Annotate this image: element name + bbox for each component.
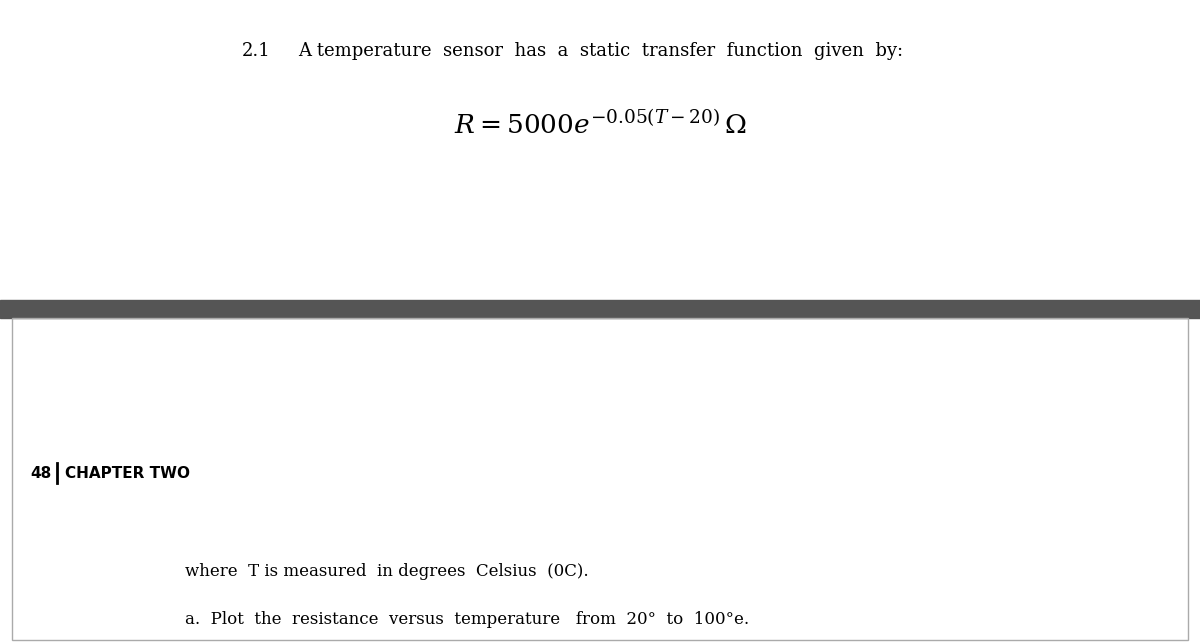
Text: CHAPTER TWO: CHAPTER TWO <box>65 466 190 480</box>
Text: 48: 48 <box>30 466 52 480</box>
Text: where  T is measured  in degrees  Celsius  (0C).: where T is measured in degrees Celsius (… <box>185 563 589 580</box>
Bar <box>12 318 1188 640</box>
Text: 2.1: 2.1 <box>242 42 271 60</box>
Bar <box>0 300 1200 318</box>
Text: a.  Plot  the  resistance  versus  temperature   from  20°  to  100°e.: a. Plot the resistance versus temperatur… <box>185 611 749 628</box>
Bar <box>0 318 1200 644</box>
Text: A temperature  sensor  has  a  static  transfer  function  given  by:: A temperature sensor has a static transf… <box>298 42 904 60</box>
Bar <box>0 0 1200 300</box>
Text: $R = 5000e^{-0.05(T-20)}\,\Omega$: $R = 5000e^{-0.05(T-20)}\,\Omega$ <box>454 110 746 138</box>
